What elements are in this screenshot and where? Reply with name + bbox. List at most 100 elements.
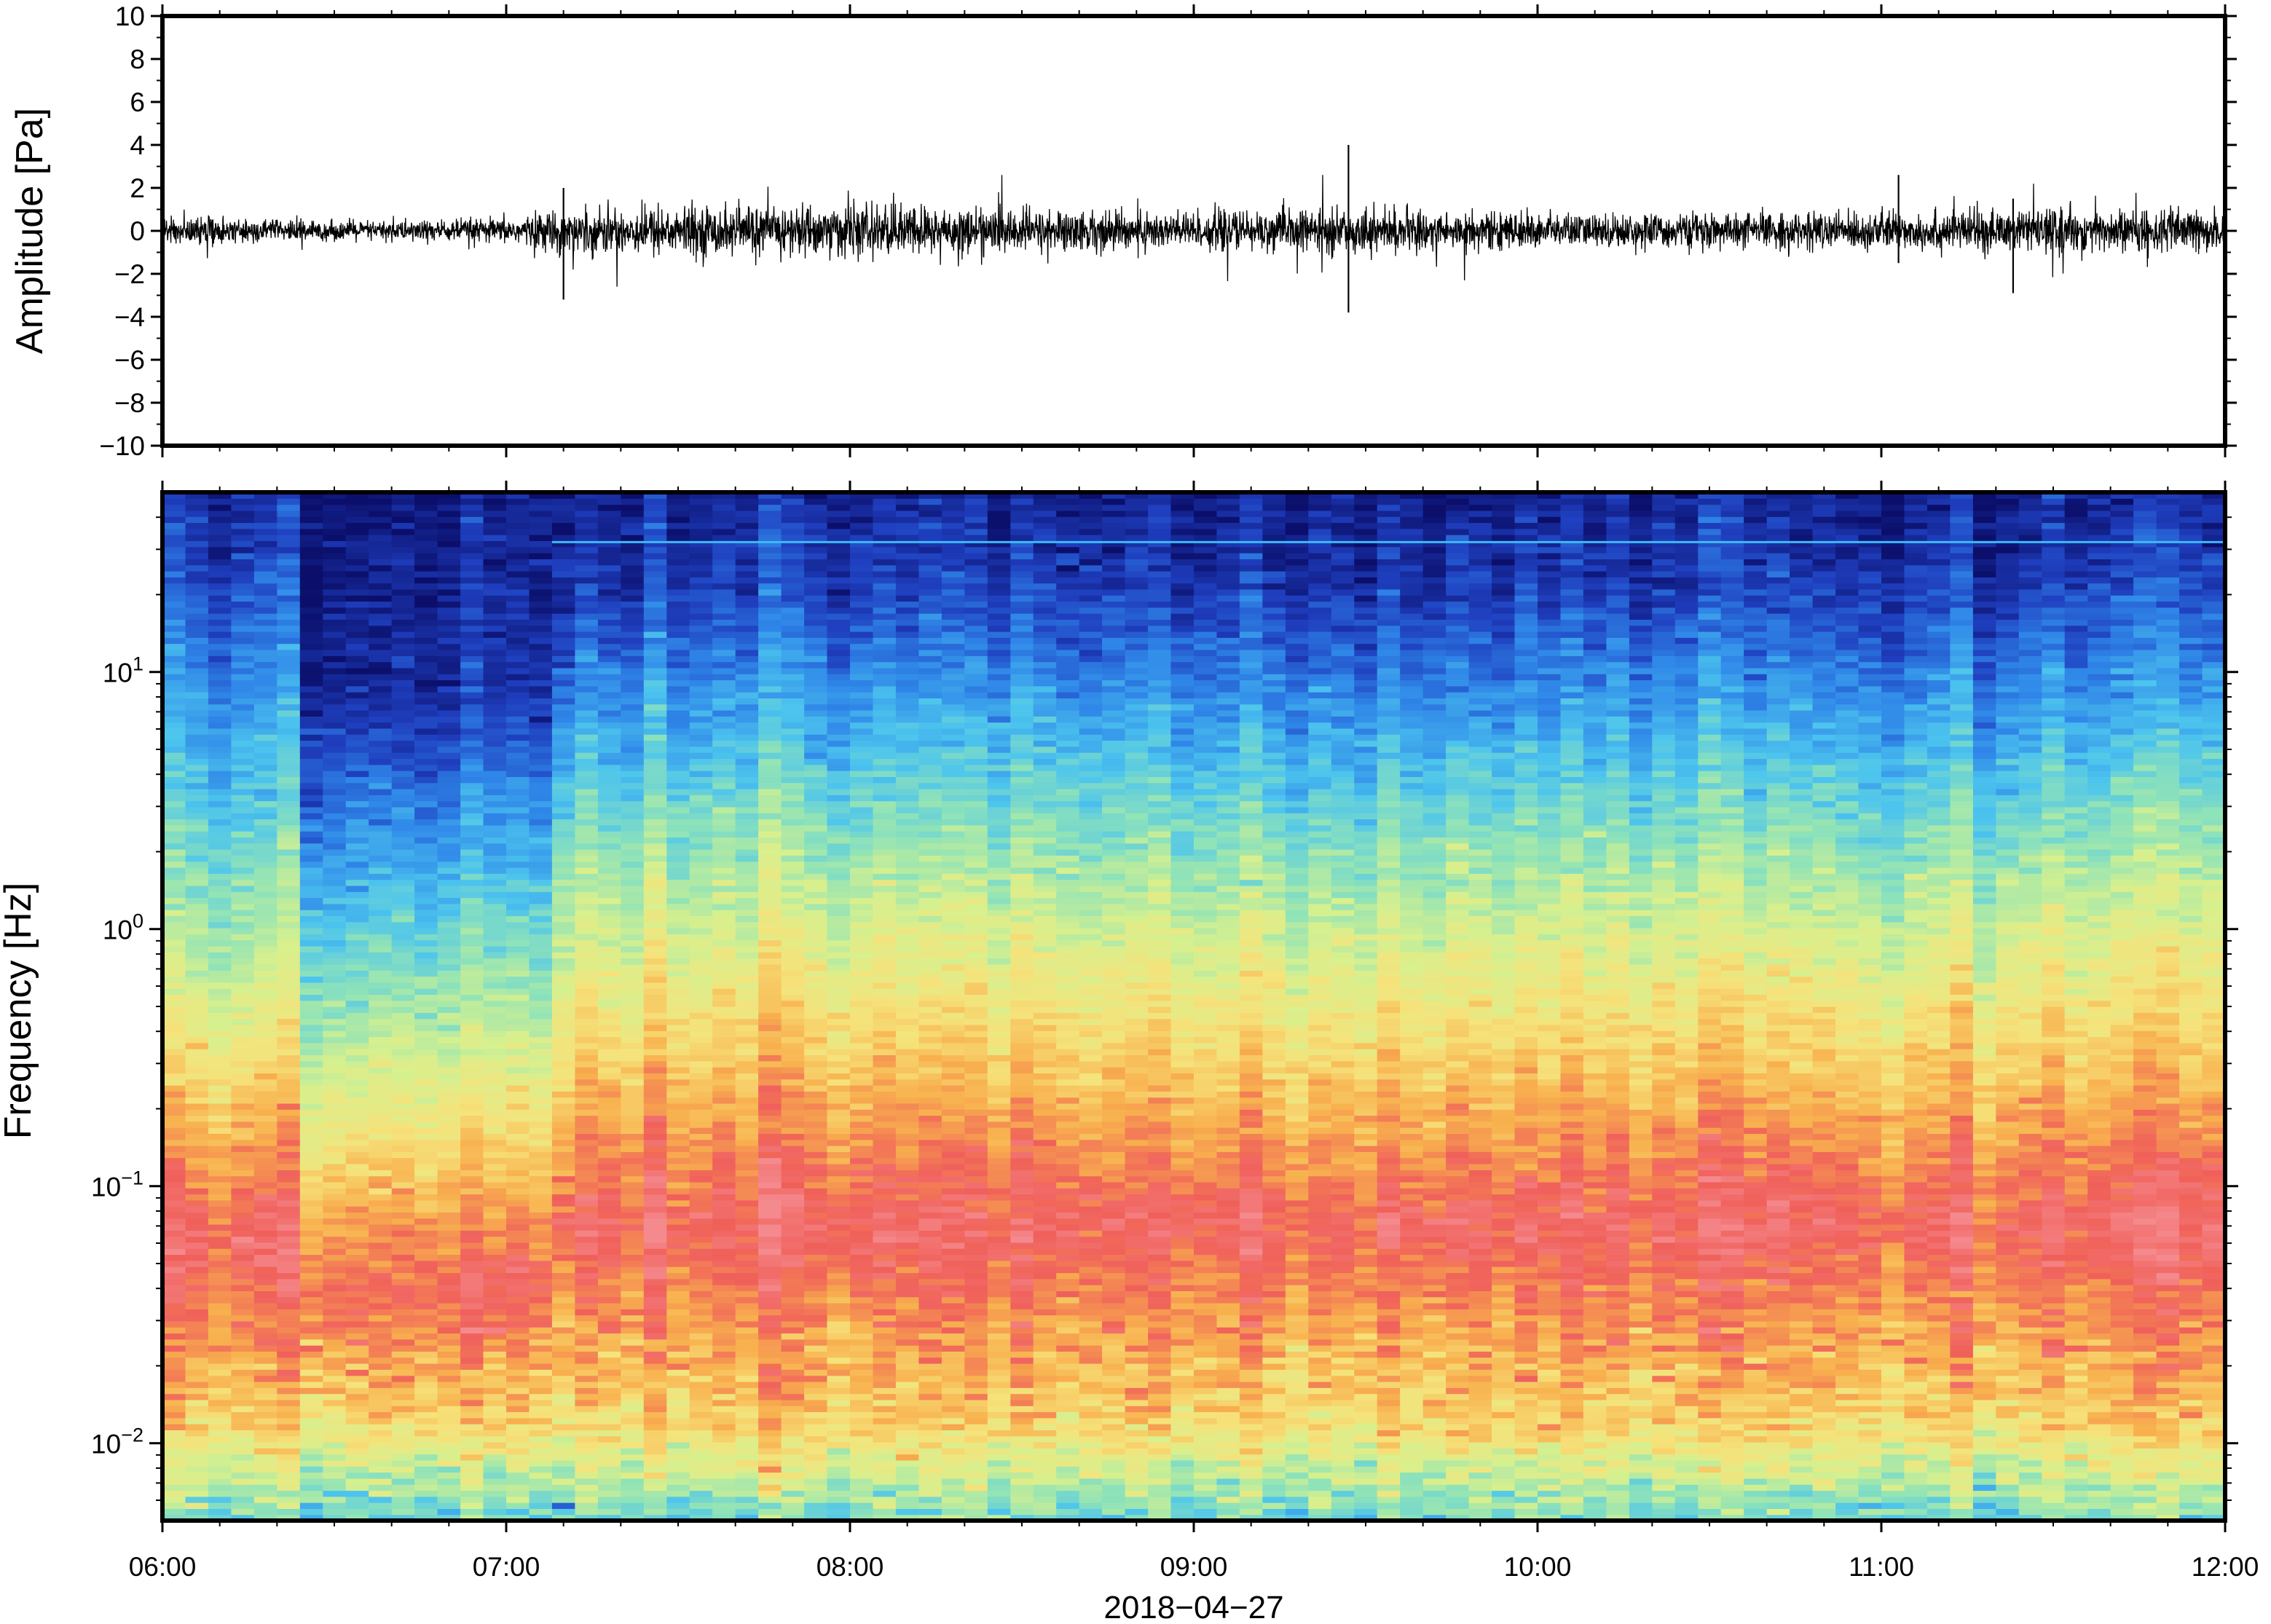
spectrogram-cell [162, 898, 186, 904]
spectrogram-cell [575, 1073, 598, 1079]
spectrogram-cell [300, 595, 323, 602]
spectrogram-cell [392, 849, 415, 856]
spectrogram-cell [736, 922, 759, 929]
spectrogram-cell [506, 1170, 530, 1176]
spectrogram-cell [758, 631, 782, 638]
spectrogram-cell [392, 529, 415, 535]
spectrogram-cell [369, 1188, 392, 1194]
spectrogram-cell [208, 849, 232, 856]
spectrogram-cell [712, 1339, 736, 1346]
spectrogram-cell [254, 1079, 278, 1086]
spectrogram-cell [552, 559, 575, 565]
spectrogram-cell [552, 1025, 575, 1031]
spectrogram-cell [254, 982, 278, 989]
spectrogram-cell [644, 752, 667, 759]
spectrogram-cell [644, 523, 667, 529]
spectrogram-cell [575, 1158, 598, 1164]
spectrogram-cell [277, 1315, 300, 1322]
spectrogram-cell [438, 637, 461, 644]
spectrogram-cell [460, 922, 484, 929]
spectrogram-cell [712, 1006, 736, 1013]
spectrogram-cell [186, 535, 209, 541]
spectrogram-cell [300, 1049, 323, 1055]
spectrogram-cell [392, 952, 415, 958]
spectrogram-cell [300, 1012, 323, 1019]
spectrogram-cell [690, 940, 713, 947]
spectrogram-cell [782, 1369, 805, 1376]
spectrogram-cell [414, 1055, 438, 1061]
spectrogram-cell [575, 1491, 598, 1497]
spectrogram-cell [575, 873, 598, 880]
spectrogram-cell [346, 1466, 369, 1473]
spectrogram-cell [438, 607, 461, 614]
spectrogram-cell [323, 982, 346, 989]
spectrogram-cell [530, 849, 553, 856]
spectrogram-cell [644, 1290, 667, 1297]
spectrogram-cell [644, 1019, 667, 1025]
spectrogram-cell [254, 1394, 278, 1400]
spectrogram-cell [666, 1497, 690, 1503]
spectrogram-cell [666, 789, 690, 795]
spectrogram-cell [369, 964, 392, 971]
spectrogram-cell [598, 1424, 621, 1430]
spectrogram-cell [208, 1133, 232, 1140]
spectrogram-cell [300, 1327, 323, 1333]
spectrogram-cell [414, 1122, 438, 1128]
spectrogram-cell [782, 565, 805, 572]
spectrogram-cell [575, 934, 598, 940]
spectrogram-cell [506, 783, 530, 789]
spectrogram-cell [346, 898, 369, 904]
spectrogram-cell [530, 1484, 553, 1491]
spectrogram-cell [369, 1266, 392, 1273]
spectrogram-cell [736, 910, 759, 916]
spectrogram-cell [254, 776, 278, 783]
spectrogram-cell [162, 1049, 186, 1055]
spectrogram-cell [323, 952, 346, 958]
spectrogram-cell [186, 650, 209, 656]
spectrogram-cell [598, 650, 621, 656]
spectrogram-cell [598, 880, 621, 886]
spectrogram-cell [690, 789, 713, 795]
spectrogram-cell [231, 795, 254, 801]
spectrogram-cell [782, 1387, 805, 1394]
spectrogram-cell [690, 873, 713, 880]
spectrogram-cell [231, 922, 254, 929]
spectrogram-cell [254, 589, 278, 596]
spectrogram-cell [460, 952, 484, 958]
spectrogram-cell [162, 1170, 186, 1176]
spectrogram-cell [438, 1315, 461, 1322]
spectrogram-cell [300, 946, 323, 953]
spectrogram-cell [277, 1466, 300, 1473]
spectrogram-cell [575, 1285, 598, 1291]
spectrogram-cell [736, 662, 759, 669]
spectrogram-cell [162, 1242, 186, 1249]
spectrogram-cell [598, 529, 621, 535]
spectrogram-cell [277, 1230, 300, 1237]
spectrogram-cell [162, 1363, 186, 1370]
spectrogram-cell [782, 668, 805, 674]
spectrogram-cell [414, 862, 438, 868]
spectrogram-cell [530, 498, 553, 505]
spectrogram-cell [277, 1345, 300, 1352]
spectrogram-cell [460, 1484, 484, 1491]
spectrogram-cell [736, 886, 759, 892]
spectrogram-cell [414, 970, 438, 977]
spectrogram-cell [644, 795, 667, 801]
spectrogram-cell [804, 1085, 827, 1092]
spectrogram-cell [575, 1290, 598, 1297]
spectrogram-cell [804, 922, 827, 929]
spectrogram-cell [392, 783, 415, 789]
spectrogram-cell [254, 1290, 278, 1297]
spectrogram-cell [186, 1006, 209, 1013]
spectrogram-cell [690, 1381, 713, 1388]
spectrogram-cell [414, 583, 438, 590]
spectrogram-cell [277, 565, 300, 572]
spectrogram-cell [323, 710, 346, 717]
spectrogram-cell [552, 734, 575, 741]
spectrogram-cell [277, 1030, 300, 1037]
spectrogram-cell [575, 728, 598, 735]
spectrogram-cell [346, 1327, 369, 1333]
spectrogram-cell [530, 934, 553, 940]
spectrogram-cell [438, 1303, 461, 1309]
spectrogram-cell [186, 855, 209, 862]
